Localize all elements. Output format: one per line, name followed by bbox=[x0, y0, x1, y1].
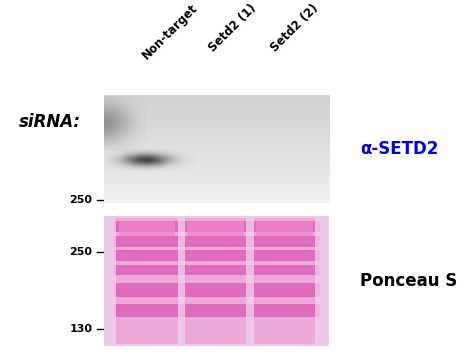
Bar bbox=[254, 221, 315, 232]
Bar bbox=[254, 265, 315, 275]
Text: α-SETD2: α-SETD2 bbox=[360, 140, 438, 158]
Bar bbox=[116, 218, 178, 344]
Bar bbox=[185, 250, 246, 261]
Text: 250: 250 bbox=[69, 195, 92, 205]
Bar bbox=[114, 250, 320, 261]
Text: Setd2 (2): Setd2 (2) bbox=[268, 2, 320, 55]
Bar bbox=[116, 283, 178, 297]
Bar bbox=[185, 265, 246, 275]
Bar bbox=[114, 283, 320, 297]
Bar bbox=[118, 221, 175, 236]
Bar bbox=[185, 304, 246, 317]
Bar bbox=[254, 250, 315, 261]
Bar bbox=[254, 218, 315, 344]
Bar bbox=[185, 221, 246, 232]
Bar bbox=[116, 265, 178, 275]
Text: Ponceau S: Ponceau S bbox=[360, 272, 457, 290]
Bar bbox=[185, 218, 246, 344]
Bar bbox=[185, 283, 246, 297]
Bar bbox=[254, 304, 315, 317]
Bar bbox=[254, 283, 315, 297]
Bar bbox=[116, 304, 178, 317]
Bar bbox=[116, 221, 178, 232]
Bar bbox=[187, 221, 244, 236]
Bar bbox=[116, 236, 178, 247]
Bar bbox=[114, 304, 320, 317]
Bar bbox=[114, 221, 320, 232]
Bar bbox=[116, 250, 178, 261]
Bar bbox=[114, 236, 320, 247]
Bar bbox=[256, 221, 313, 236]
Text: Setd2 (1): Setd2 (1) bbox=[206, 2, 259, 55]
Text: 250: 250 bbox=[69, 247, 92, 257]
Bar bbox=[114, 265, 320, 275]
Text: 130: 130 bbox=[69, 324, 92, 334]
Text: siRNA:: siRNA: bbox=[19, 113, 81, 131]
Bar bbox=[254, 236, 315, 247]
Bar bbox=[185, 236, 246, 247]
Text: Non-target: Non-target bbox=[140, 2, 201, 62]
